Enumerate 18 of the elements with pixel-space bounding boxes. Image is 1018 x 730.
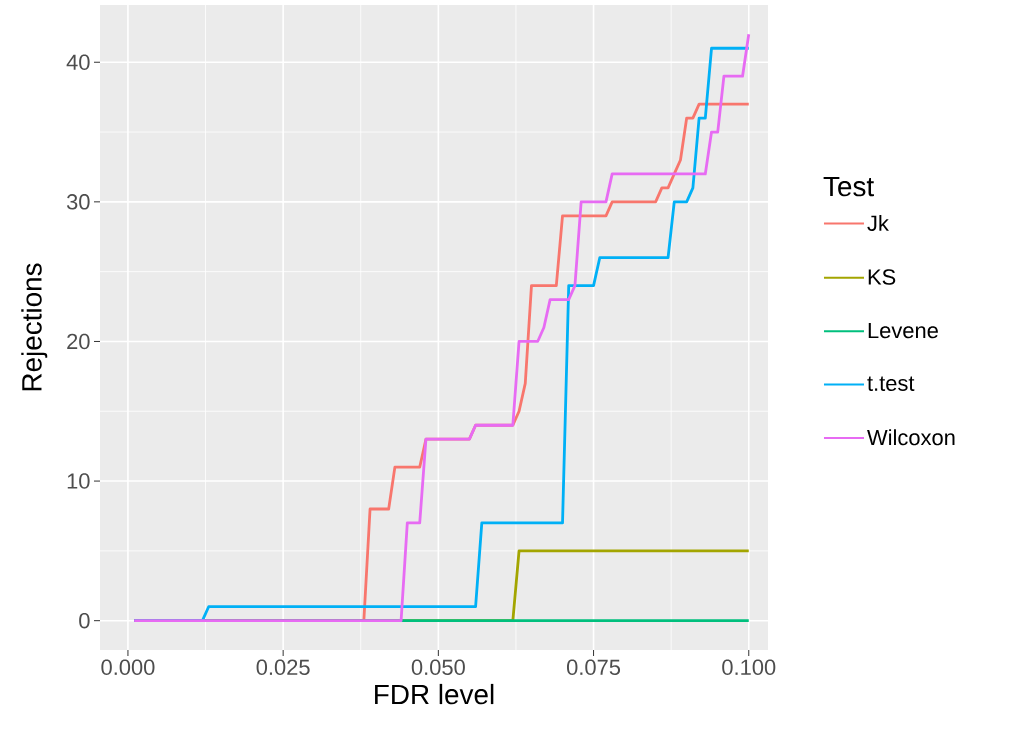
legend-label: KS bbox=[868, 269, 896, 285]
y-tick-label: 20 bbox=[67, 333, 90, 350]
x-tick-label: 0.025 bbox=[256, 659, 310, 676]
y-tick-label: 30 bbox=[66, 194, 90, 210]
y-tick-label: 10 bbox=[67, 473, 90, 489]
legend-label: Jk bbox=[867, 214, 889, 231]
x-tick-label: 0.075 bbox=[566, 659, 621, 676]
x-axis-title: FDR level bbox=[375, 683, 494, 705]
x-tick-label: 0.050 bbox=[411, 659, 465, 676]
y-tick-label: 40 bbox=[66, 54, 90, 70]
y-tick-label: 0 bbox=[79, 612, 90, 629]
x-tick-label: 0.000 bbox=[101, 659, 155, 676]
legend-label: t.test bbox=[867, 376, 915, 391]
legend-label: Levene bbox=[868, 323, 938, 339]
x-tick-label: 0.100 bbox=[722, 659, 776, 676]
legend-title: Test bbox=[823, 176, 874, 197]
y-axis-title: Rejections bbox=[21, 263, 48, 391]
legend-label: Wilcoxon bbox=[867, 429, 955, 446]
